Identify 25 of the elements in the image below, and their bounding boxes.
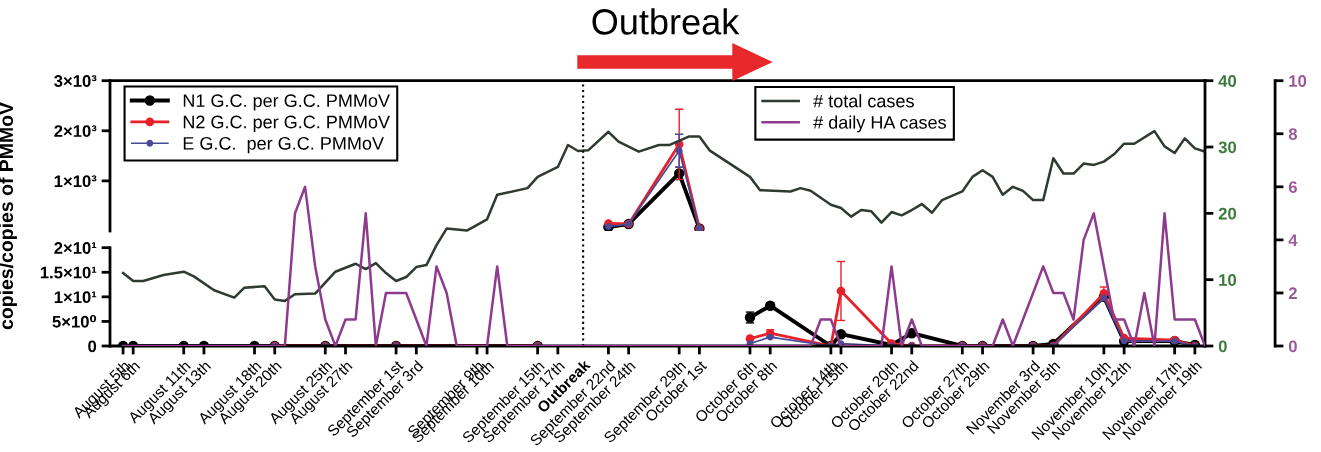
y3-tick-label: 6 [1288,181,1297,194]
y3-tick-label: 10 [1289,75,1307,87]
legend-label: N1 G.C. per G.C. PMMoV [183,94,390,111]
y2-tick-label: 40 [1218,75,1237,87]
y-tick-label: 1.5×10¹ [40,266,97,279]
y2-tick-label: 10 [1219,274,1237,286]
y2-tick-label: 30 [1218,141,1237,154]
chart-title: Outbreak [592,8,740,35]
legend-label: # daily HA cases [813,115,946,133]
y3-tick-label: 8 [1288,128,1298,140]
y-tick-label: 3×10³ [54,75,97,87]
y3-tick-label: 2 [1288,287,1297,299]
legend-label: E G.C. per G.C. PMMoV [183,136,384,154]
y-tick-label: 5×10⁰ [52,315,97,328]
y2-tick-label: 20 [1218,207,1237,220]
y3-tick-label: 0 [1288,340,1297,353]
legend-label: # total cases [813,94,914,108]
y-tick-label: 2×10³ [54,125,97,137]
legend-label: N2 G.C. per G.C. PMMoV [183,115,390,132]
y-tick-label: 0 [88,340,97,353]
y-tick-label: 2×10¹ [54,242,97,254]
y-tick-label: 1×10³ [54,175,97,188]
y-tick-label: 1×10¹ [54,291,97,304]
y3-tick-label: 4 [1288,234,1298,246]
y2-tick-label: 0 [1218,340,1227,353]
